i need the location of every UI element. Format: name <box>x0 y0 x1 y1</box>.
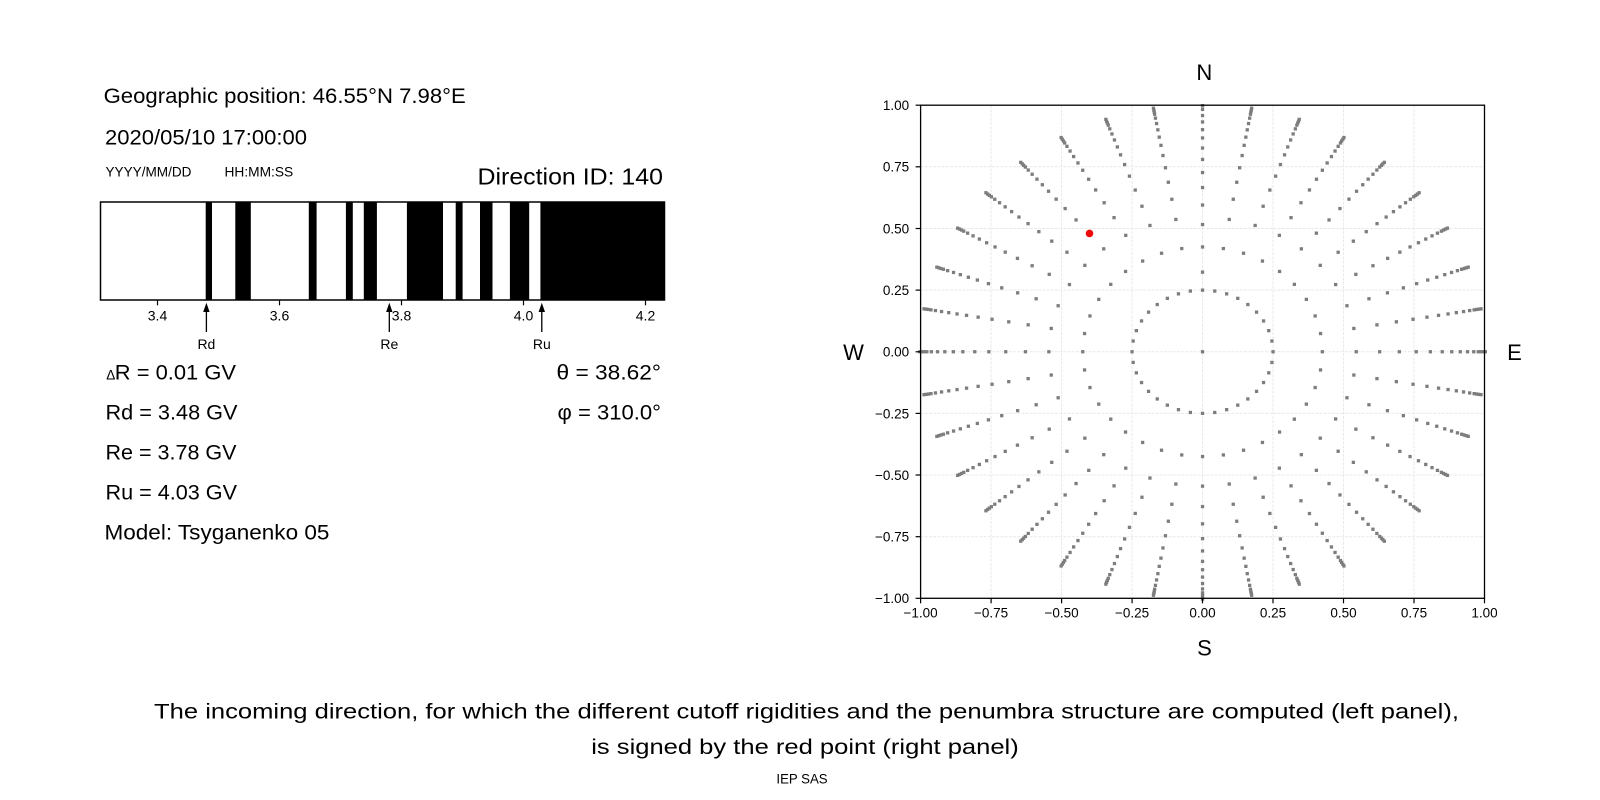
svg-text:−0.25: −0.25 <box>1115 605 1149 620</box>
svg-text:N: N <box>1196 60 1212 85</box>
svg-text:Δ: Δ <box>106 368 115 383</box>
svg-text:3.4: 3.4 <box>148 307 168 323</box>
svg-text:−0.25: −0.25 <box>875 406 909 421</box>
svg-text:0.75: 0.75 <box>1401 605 1427 620</box>
svg-text:−1.00: −1.00 <box>875 591 909 606</box>
svg-text:θ = 38.62°: θ = 38.62° <box>557 362 662 385</box>
svg-text:HH:MM:SS: HH:MM:SS <box>225 164 294 180</box>
svg-text:is signed by the red point (ri: is signed by the red point (right panel) <box>591 736 1019 759</box>
svg-text:2020/05/10 17:00:00: 2020/05/10 17:00:00 <box>105 127 307 150</box>
svg-text:−1.00: −1.00 <box>904 605 938 620</box>
svg-text:Model: Tsyganenko 05: Model: Tsyganenko 05 <box>105 522 330 545</box>
svg-text:3.8: 3.8 <box>392 307 412 323</box>
svg-text:The incoming direction, for wh: The incoming direction, for which the di… <box>154 701 1459 724</box>
svg-text:0.25: 0.25 <box>883 283 909 298</box>
svg-text:Rd: Rd <box>197 336 215 352</box>
svg-text:4.0: 4.0 <box>514 307 534 323</box>
svg-text:Re = 3.78 GV: Re = 3.78 GV <box>106 442 237 465</box>
svg-text:Re: Re <box>380 336 398 352</box>
svg-text:3.6: 3.6 <box>270 307 290 323</box>
svg-text:Geographic position: 46.55°N 7: Geographic position: 46.55°N 7.98°E <box>104 85 466 108</box>
svg-text:Ru = 4.03 GV: Ru = 4.03 GV <box>106 482 238 505</box>
svg-text:0.00: 0.00 <box>883 345 909 360</box>
svg-text:−0.50: −0.50 <box>1045 605 1079 620</box>
svg-text:−0.75: −0.75 <box>974 605 1008 620</box>
svg-text:−0.50: −0.50 <box>875 468 909 483</box>
svg-text:0.50: 0.50 <box>1330 605 1356 620</box>
svg-text:0.75: 0.75 <box>883 160 909 175</box>
svg-text:4.2: 4.2 <box>636 307 656 323</box>
svg-text:Rd = 3.48 GV: Rd = 3.48 GV <box>106 402 238 425</box>
svg-text:0.50: 0.50 <box>883 221 909 236</box>
svg-text:Direction ID: 140: Direction ID: 140 <box>478 163 664 189</box>
svg-text:YYYY/MM/DD: YYYY/MM/DD <box>106 164 192 180</box>
svg-text:E: E <box>1507 340 1522 365</box>
svg-text:0.00: 0.00 <box>1189 605 1215 620</box>
svg-text:φ = 310.0°: φ = 310.0° <box>558 402 662 425</box>
svg-text:S: S <box>1197 636 1212 661</box>
svg-text:R = 0.01 GV: R = 0.01 GV <box>115 362 236 385</box>
svg-text:−0.75: −0.75 <box>875 530 909 545</box>
svg-text:Ru: Ru <box>533 336 551 352</box>
svg-text:0.25: 0.25 <box>1260 605 1286 620</box>
svg-text:1.00: 1.00 <box>1471 605 1497 620</box>
svg-text:IEP SAS: IEP SAS <box>776 771 827 787</box>
svg-text:W: W <box>843 340 864 365</box>
svg-text:1.00: 1.00 <box>883 98 909 113</box>
